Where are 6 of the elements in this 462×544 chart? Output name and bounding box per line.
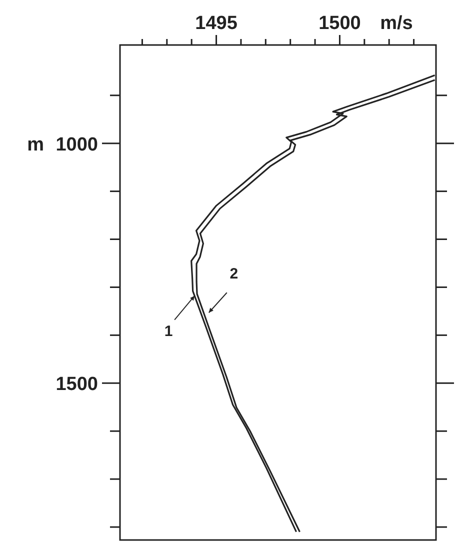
annotation: 1 [164,322,173,340]
y-axis-title: m [27,134,44,156]
x-axis-title: m/s [380,13,413,34]
annotation: 2 [230,266,238,283]
x-tick-label: 1495 [195,13,238,34]
y-tick-label: 1000 [56,134,98,156]
